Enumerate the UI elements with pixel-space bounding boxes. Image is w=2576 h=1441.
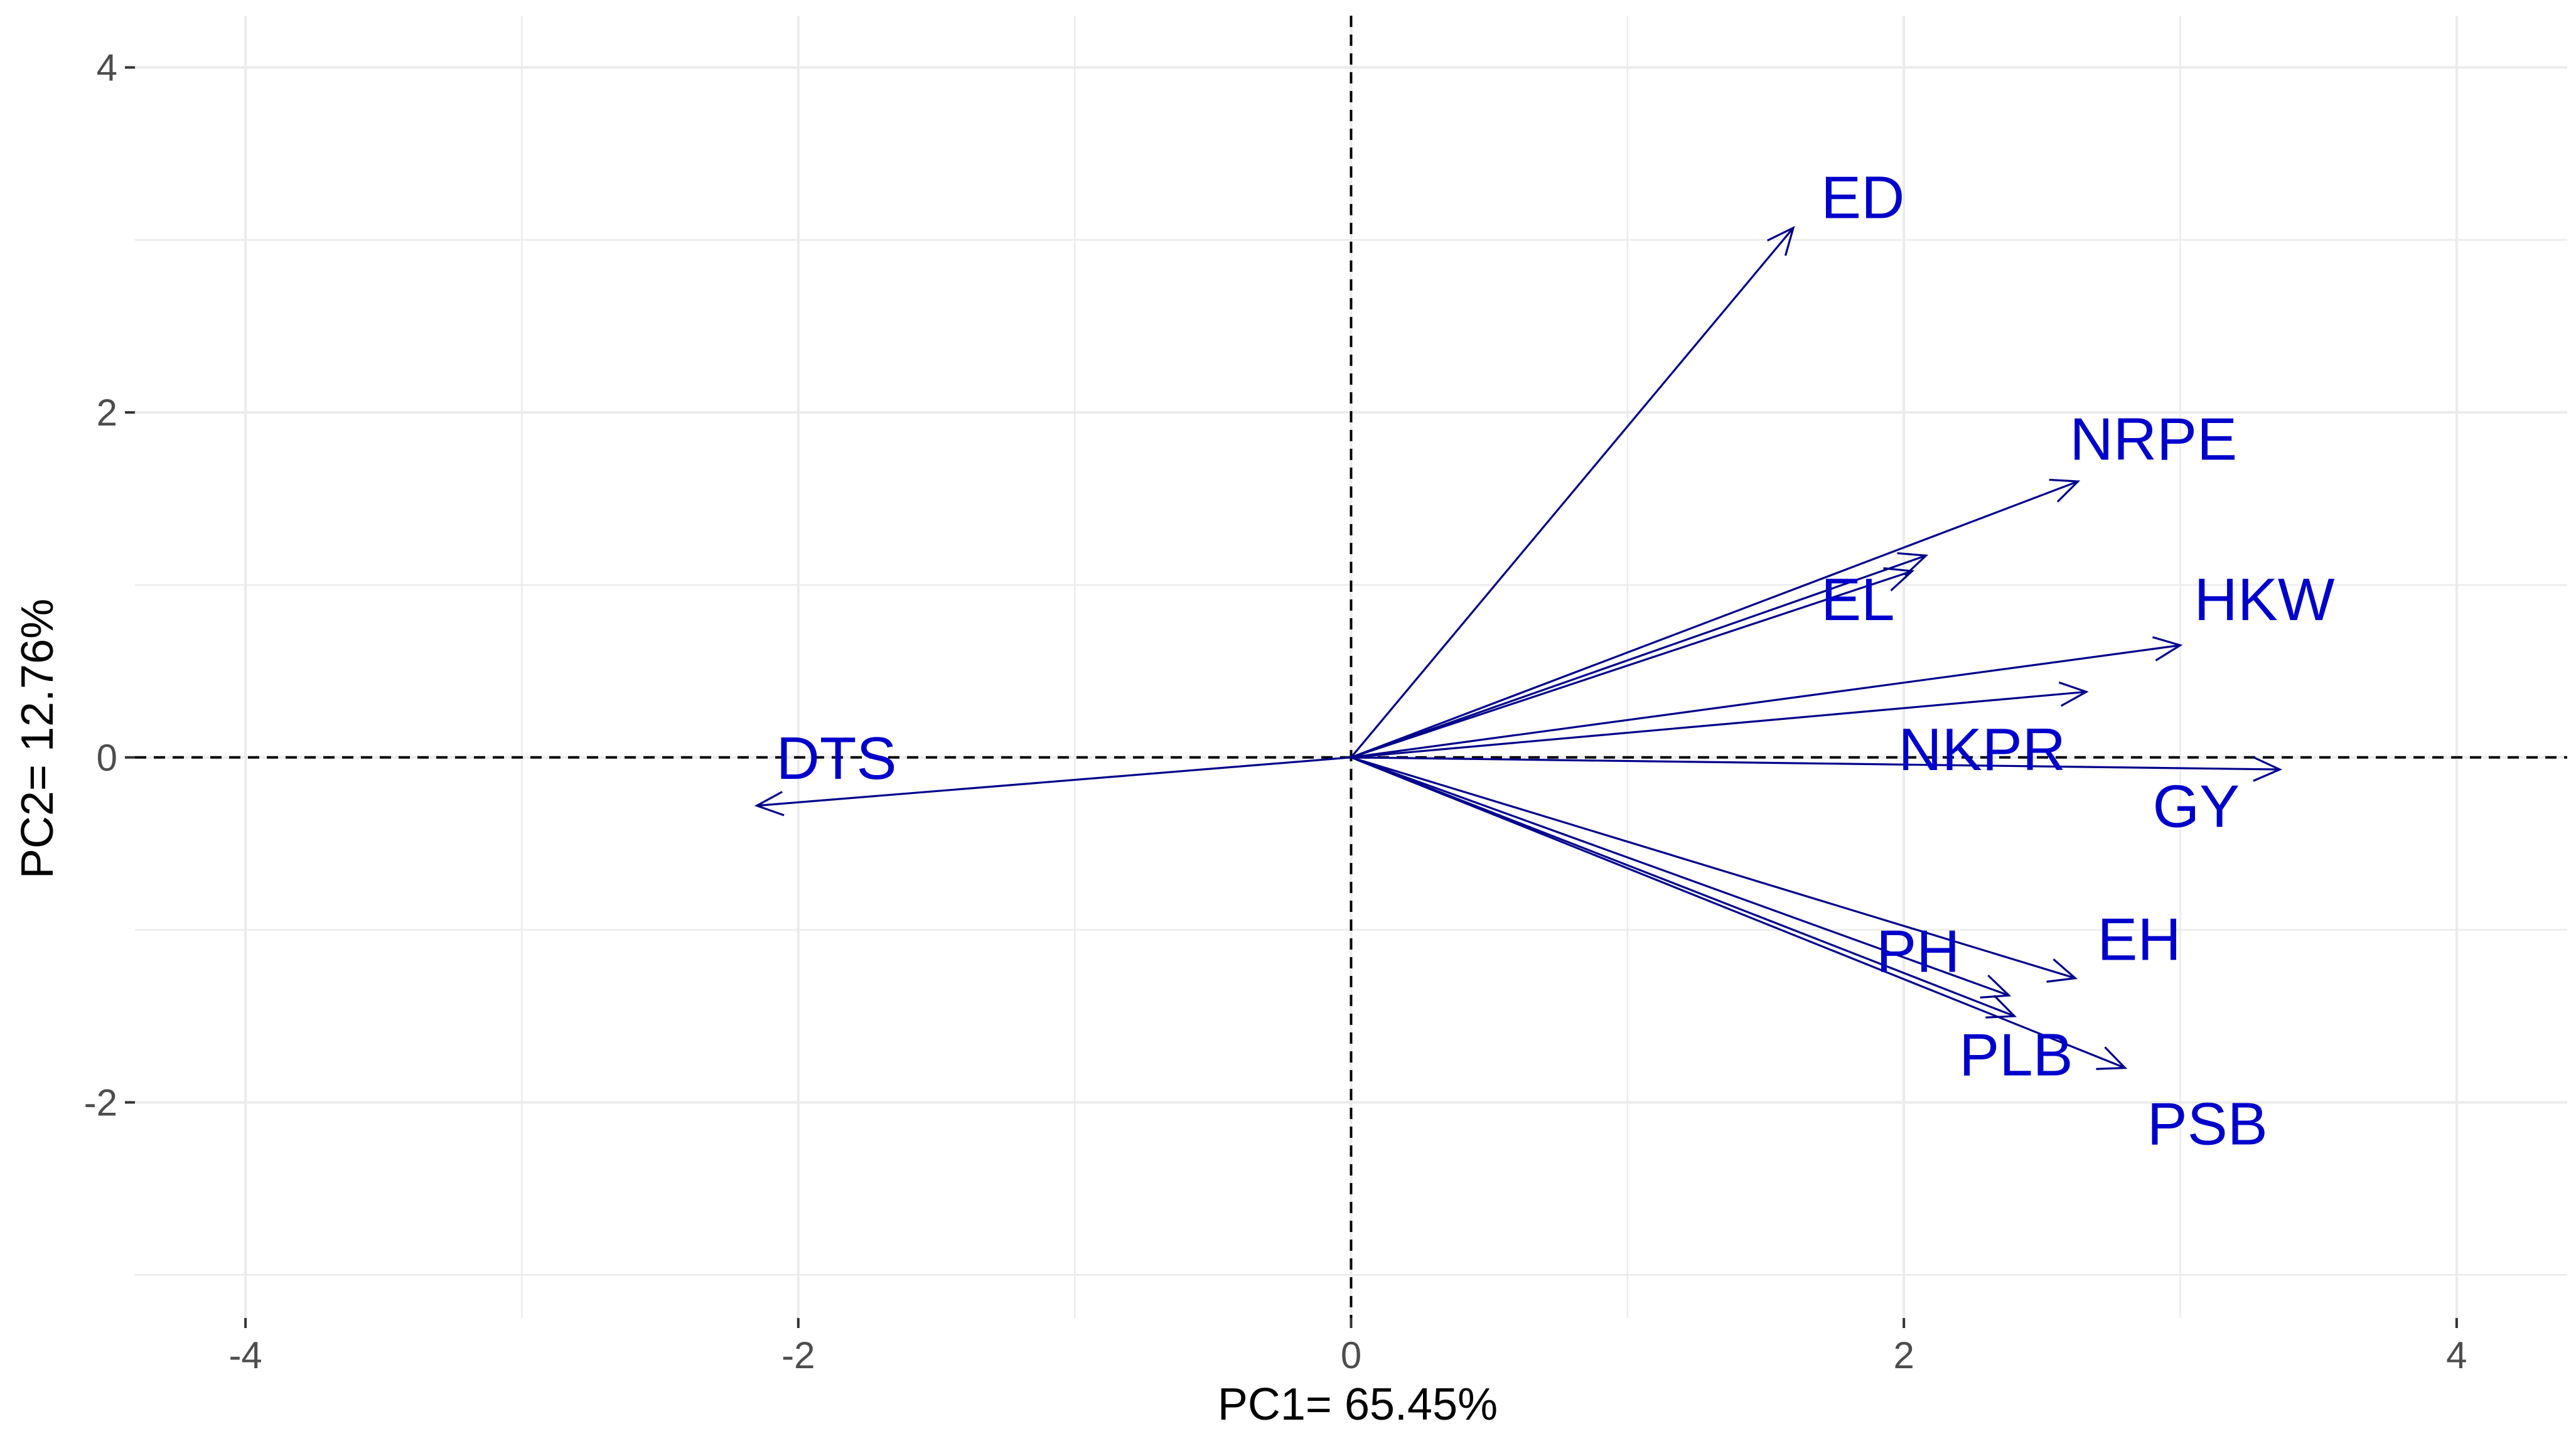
y-tick-label: 2 bbox=[97, 392, 117, 434]
y-axis-title: PC2= 12.76% bbox=[13, 599, 63, 879]
tick-layer: -4 -2 0 2 4 -2 0 2 4 bbox=[84, 46, 2467, 1376]
arrowhead-plb bbox=[1985, 995, 2017, 1019]
variable-labels: ED NRPE EL HKW NKPR GY EH PH PLB PSB DTS bbox=[776, 164, 2335, 1158]
vector-ph bbox=[1350, 756, 2010, 997]
label-ed: ED bbox=[1821, 164, 1904, 232]
arrowhead-nrpe bbox=[2049, 478, 2081, 503]
label-eh: EH bbox=[2097, 906, 2181, 973]
arrowhead-nkpr bbox=[2058, 681, 2089, 707]
vector-nrpe bbox=[1350, 480, 2079, 759]
vector-el bbox=[1350, 554, 1926, 759]
vector-ed bbox=[1350, 227, 1795, 758]
y-tick-label: 4 bbox=[97, 46, 117, 88]
vector-layer bbox=[754, 226, 2282, 1070]
y-tick-label: -2 bbox=[84, 1081, 117, 1123]
x-tick-label: -2 bbox=[781, 1334, 815, 1376]
arrowhead-hkw bbox=[2152, 636, 2183, 662]
arrowhead-el bbox=[1883, 567, 1915, 592]
label-el: EL bbox=[1821, 566, 1894, 633]
arrowhead-psb bbox=[2096, 1046, 2128, 1070]
arrowhead-ph bbox=[1980, 974, 2012, 999]
label-gy: GY bbox=[2152, 773, 2240, 840]
x-axis-title: PC1= 65.45% bbox=[1218, 1379, 1498, 1430]
vector-psb bbox=[1350, 756, 2126, 1069]
arrowhead-gy bbox=[2253, 756, 2282, 782]
label-dts: DTS bbox=[776, 725, 897, 792]
vector-el bbox=[1350, 570, 1913, 759]
y-tick-label: 0 bbox=[97, 737, 117, 779]
vector-nkpr bbox=[1351, 690, 2086, 759]
x-tick-label: 0 bbox=[1341, 1334, 1361, 1376]
label-ph: PH bbox=[1876, 918, 1960, 985]
x-tick-label: 2 bbox=[1893, 1334, 1914, 1376]
label-nkpr: NKPR bbox=[1898, 716, 2066, 783]
label-nrpe: NRPE bbox=[2069, 405, 2237, 473]
vector-hkw bbox=[1351, 644, 2181, 759]
label-hkw: HKW bbox=[2194, 566, 2335, 633]
arrowhead-dts bbox=[754, 791, 785, 817]
arrowhead-el bbox=[1897, 552, 1929, 577]
arrowhead-ed bbox=[1767, 226, 1795, 256]
label-plb: PLB bbox=[1959, 1022, 2073, 1089]
vector-plb bbox=[1350, 756, 2015, 1017]
x-tick-label: 4 bbox=[2446, 1334, 2467, 1376]
vector-eh bbox=[1351, 756, 2076, 980]
vector-gy bbox=[1351, 756, 2280, 771]
x-tick-label: -4 bbox=[228, 1334, 262, 1376]
vector-dts bbox=[756, 756, 1351, 807]
label-psb: PSB bbox=[2147, 1090, 2268, 1157]
arrowhead-eh bbox=[2046, 958, 2078, 983]
